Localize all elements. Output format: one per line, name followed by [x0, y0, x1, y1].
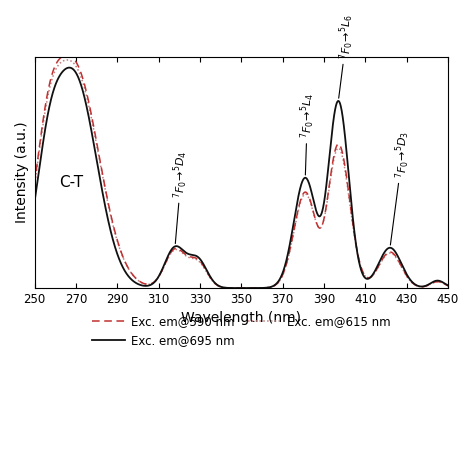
Exc. em@615 nm: [64, 57, 70, 63]
Exc. em@695 nm: [32, 199, 37, 205]
Exc. em@695 nm: [208, 275, 214, 281]
Exc. em@590 nm: [392, 253, 398, 259]
Exc. em@615 nm: [103, 193, 109, 199]
Exc. em@590 nm: [242, 285, 248, 291]
Text: $^7F_0\!\rightarrow\!^5L_6$: $^7F_0\!\rightarrow\!^5L_6$: [337, 14, 356, 98]
Text: C-T: C-T: [59, 175, 83, 190]
Exc. em@590 nm: [103, 191, 109, 197]
Exc. em@695 nm: [66, 65, 72, 70]
Exc. em@695 nm: [392, 249, 398, 255]
X-axis label: Wavelength (nm): Wavelength (nm): [181, 312, 301, 326]
Exc. em@615 nm: [445, 283, 451, 289]
Text: $^7F_0\!\rightarrow\!^5L_4$: $^7F_0\!\rightarrow\!^5L_4$: [298, 93, 317, 175]
Exc. em@695 nm: [191, 252, 196, 258]
Y-axis label: Intensity (a.u.): Intensity (a.u.): [15, 121, 29, 223]
Exc. em@695 nm: [437, 278, 443, 284]
Exc. em@695 nm: [242, 285, 248, 291]
Line: Exc. em@695 nm: Exc. em@695 nm: [35, 67, 448, 288]
Exc. em@590 nm: [191, 254, 196, 260]
Exc. em@695 nm: [445, 283, 451, 288]
Line: Exc. em@615 nm: Exc. em@615 nm: [35, 60, 448, 288]
Exc. em@590 nm: [208, 276, 214, 282]
Exc. em@615 nm: [79, 77, 85, 82]
Exc. em@615 nm: [191, 256, 196, 261]
Text: $^7F_0\!\rightarrow\!^5D_3$: $^7F_0\!\rightarrow\!^5D_3$: [391, 131, 411, 245]
Line: Exc. em@590 nm: Exc. em@590 nm: [35, 55, 448, 288]
Exc. em@590 nm: [445, 283, 451, 289]
Exc. em@615 nm: [392, 254, 398, 259]
Exc. em@615 nm: [437, 279, 443, 285]
Exc. em@615 nm: [208, 276, 214, 282]
Exc. em@590 nm: [64, 53, 70, 58]
Exc. em@615 nm: [242, 285, 248, 291]
Text: $^7F_0\!\rightarrow\!^5D_4$: $^7F_0\!\rightarrow\!^5D_4$: [172, 150, 191, 244]
Exc. em@590 nm: [79, 73, 85, 78]
Exc. em@615 nm: [32, 183, 37, 189]
Exc. em@695 nm: [79, 85, 85, 90]
Exc. em@590 nm: [32, 180, 37, 186]
Exc. em@590 nm: [437, 279, 443, 285]
Exc. em@695 nm: [103, 209, 109, 215]
Legend: Exc. em@590 nm, Exc. em@695 nm, Exc. em@615 nm: Exc. em@590 nm, Exc. em@695 nm, Exc. em@…: [87, 310, 396, 352]
